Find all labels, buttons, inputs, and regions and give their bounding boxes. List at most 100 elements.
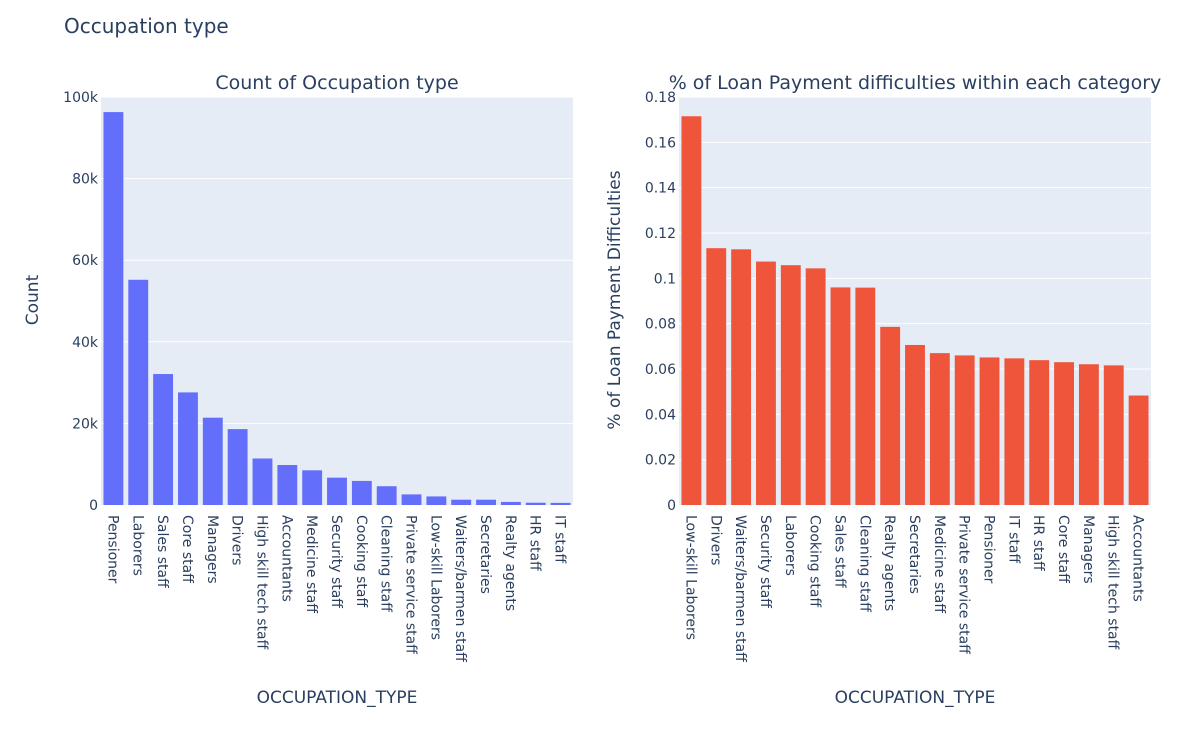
bar-count[interactable] (227, 429, 248, 505)
bar-difficulties[interactable] (830, 287, 851, 505)
y-tick-label: 0 (667, 498, 676, 514)
bar-count[interactable] (277, 465, 298, 505)
bar-count[interactable] (327, 477, 347, 505)
y-ticks-difficulties: 0 0.02 0.04 0.06 0.08 0.1 0.12 0.14 0.16 0.18 (645, 90, 676, 514)
x-tick-label: Secretaries (906, 515, 922, 594)
x-tick-label: Laborers (129, 515, 145, 576)
bar-difficulties[interactable] (1128, 395, 1149, 505)
x-tick-label: Secretaries (477, 515, 493, 594)
bar-count[interactable] (103, 112, 124, 505)
x-tick-label: Medicine staff (303, 515, 319, 613)
x-tick-label: Core staff (179, 515, 195, 583)
bar-difficulties[interactable] (929, 353, 950, 505)
bar-difficulties[interactable] (1103, 365, 1124, 505)
x-tick-label: Managers (1080, 515, 1096, 584)
x-ticks-difficulties: Low-skill Laborers Drivers Waiters/barmen … (682, 515, 1145, 662)
x-axis-title-count: OCCUPATION_TYPE (257, 688, 418, 708)
x-tick-label: IT staff (552, 515, 568, 563)
x-tick-label: Realty agents (502, 515, 518, 611)
x-axis-title-difficulties: OCCUPATION_TYPE (835, 688, 996, 708)
x-tick-label: Cooking staff (807, 515, 823, 607)
bar-count[interactable] (500, 501, 521, 505)
x-tick-label: Medicine staff (931, 515, 947, 613)
bar-count[interactable] (550, 502, 571, 505)
x-tick-label: Laborers (782, 515, 798, 576)
bar-difficulties[interactable] (1054, 362, 1074, 505)
x-tick-label: Low-skill Laborers (427, 515, 443, 640)
x-ticks-count: Pensioner Laborers Sales staff Core staff Ma… (104, 515, 567, 662)
bar-difficulties[interactable] (954, 355, 975, 505)
y-ticks-count: 0 20k 40k 60k 80k 100k (63, 90, 99, 514)
bar-count[interactable] (351, 480, 372, 505)
x-tick-label: Low-skill Laborers (682, 515, 698, 640)
x-tick-label: Drivers (707, 515, 723, 565)
x-tick-label: Private service staff (956, 515, 972, 654)
y-tick-label: 0.18 (645, 90, 676, 106)
y-axis-title-difficulties: % of Loan Payment Difficulties (605, 170, 625, 429)
x-tick-label: Realty agents (881, 515, 897, 611)
chart-difficulties: 0 0.02 0.04 0.06 0.08 0.1 0.12 0.14 0.16 0.18 Low… (605, 72, 1161, 708)
x-tick-label: Sales staff (831, 515, 847, 588)
x-tick-label: Accountants (1130, 515, 1146, 602)
bar-count[interactable] (153, 374, 174, 505)
x-tick-label: Core staff (1055, 515, 1071, 583)
bar-count[interactable] (202, 417, 223, 505)
x-tick-label: Security staff (328, 515, 344, 608)
bar-count[interactable] (525, 502, 546, 505)
x-tick-label: Pensioner (981, 515, 997, 584)
bar-difficulties[interactable] (1029, 360, 1050, 505)
y-tick-label: 0 (89, 498, 98, 514)
bar-difficulties[interactable] (805, 268, 826, 505)
bar-difficulties[interactable] (1078, 364, 1099, 505)
x-tick-label: IT staff (1005, 515, 1021, 563)
bar-difficulties[interactable] (731, 249, 752, 505)
y-tick-label: 0.08 (645, 317, 676, 333)
y-tick-label: 20k (72, 416, 99, 432)
bar-count[interactable] (376, 486, 397, 505)
x-tick-label: Waiters/barmen staff (732, 515, 748, 662)
bar-count[interactable] (451, 499, 472, 505)
y-tick-label: 0.14 (645, 181, 676, 197)
bar-count[interactable] (128, 279, 149, 505)
bar-difficulties[interactable] (855, 287, 876, 505)
bar-count[interactable] (302, 470, 323, 505)
bar-difficulties[interactable] (756, 261, 776, 505)
bar-count[interactable] (426, 496, 447, 505)
y-tick-label: 0.12 (645, 226, 676, 242)
x-tick-label: Private service staff (403, 515, 419, 654)
y-tick-label: 0.02 (645, 453, 676, 469)
y-tick-label: 0.16 (645, 135, 676, 151)
y-tick-label: 40k (72, 335, 99, 351)
bar-count[interactable] (252, 458, 273, 505)
y-tick-label: 0.06 (645, 362, 676, 378)
x-tick-label: Waiters/barmen staff (452, 515, 468, 662)
chart-title-count: Count of Occupation type (215, 72, 458, 94)
x-tick-label: Pensioner (104, 515, 120, 584)
x-tick-label: Cleaning staff (856, 515, 872, 612)
x-tick-label: HR staff (1030, 515, 1046, 571)
chart-count: 0 20k 40k 60k 80k 100k Pensioner Laborers Sales… (23, 72, 573, 708)
x-tick-label: Managers (204, 515, 220, 584)
bars-count[interactable] (103, 112, 571, 505)
x-tick-label: Sales staff (154, 515, 170, 588)
y-axis-title-count: Count (23, 274, 43, 325)
bar-difficulties[interactable] (979, 357, 1000, 505)
x-tick-label: Security staff (757, 515, 773, 608)
bar-difficulties[interactable] (706, 248, 727, 506)
bar-count[interactable] (178, 392, 198, 505)
bar-difficulties[interactable] (780, 265, 801, 505)
bar-difficulties[interactable] (1004, 358, 1025, 505)
bar-count[interactable] (401, 494, 422, 505)
x-tick-label: Drivers (229, 515, 245, 565)
bar-difficulties[interactable] (681, 116, 702, 506)
bar-difficulties[interactable] (905, 344, 925, 505)
x-tick-label: Cooking staff (353, 515, 369, 607)
figure-title: Occupation type (64, 14, 229, 38)
y-tick-label: 0.04 (645, 407, 676, 423)
chart-title-difficulties: % of Loan Payment difficulties within ea… (669, 72, 1162, 94)
bar-difficulties[interactable] (880, 326, 901, 505)
bar-count[interactable] (476, 499, 496, 505)
bars-difficulties[interactable] (681, 116, 1149, 506)
x-tick-label: High skill tech staff (253, 515, 269, 650)
